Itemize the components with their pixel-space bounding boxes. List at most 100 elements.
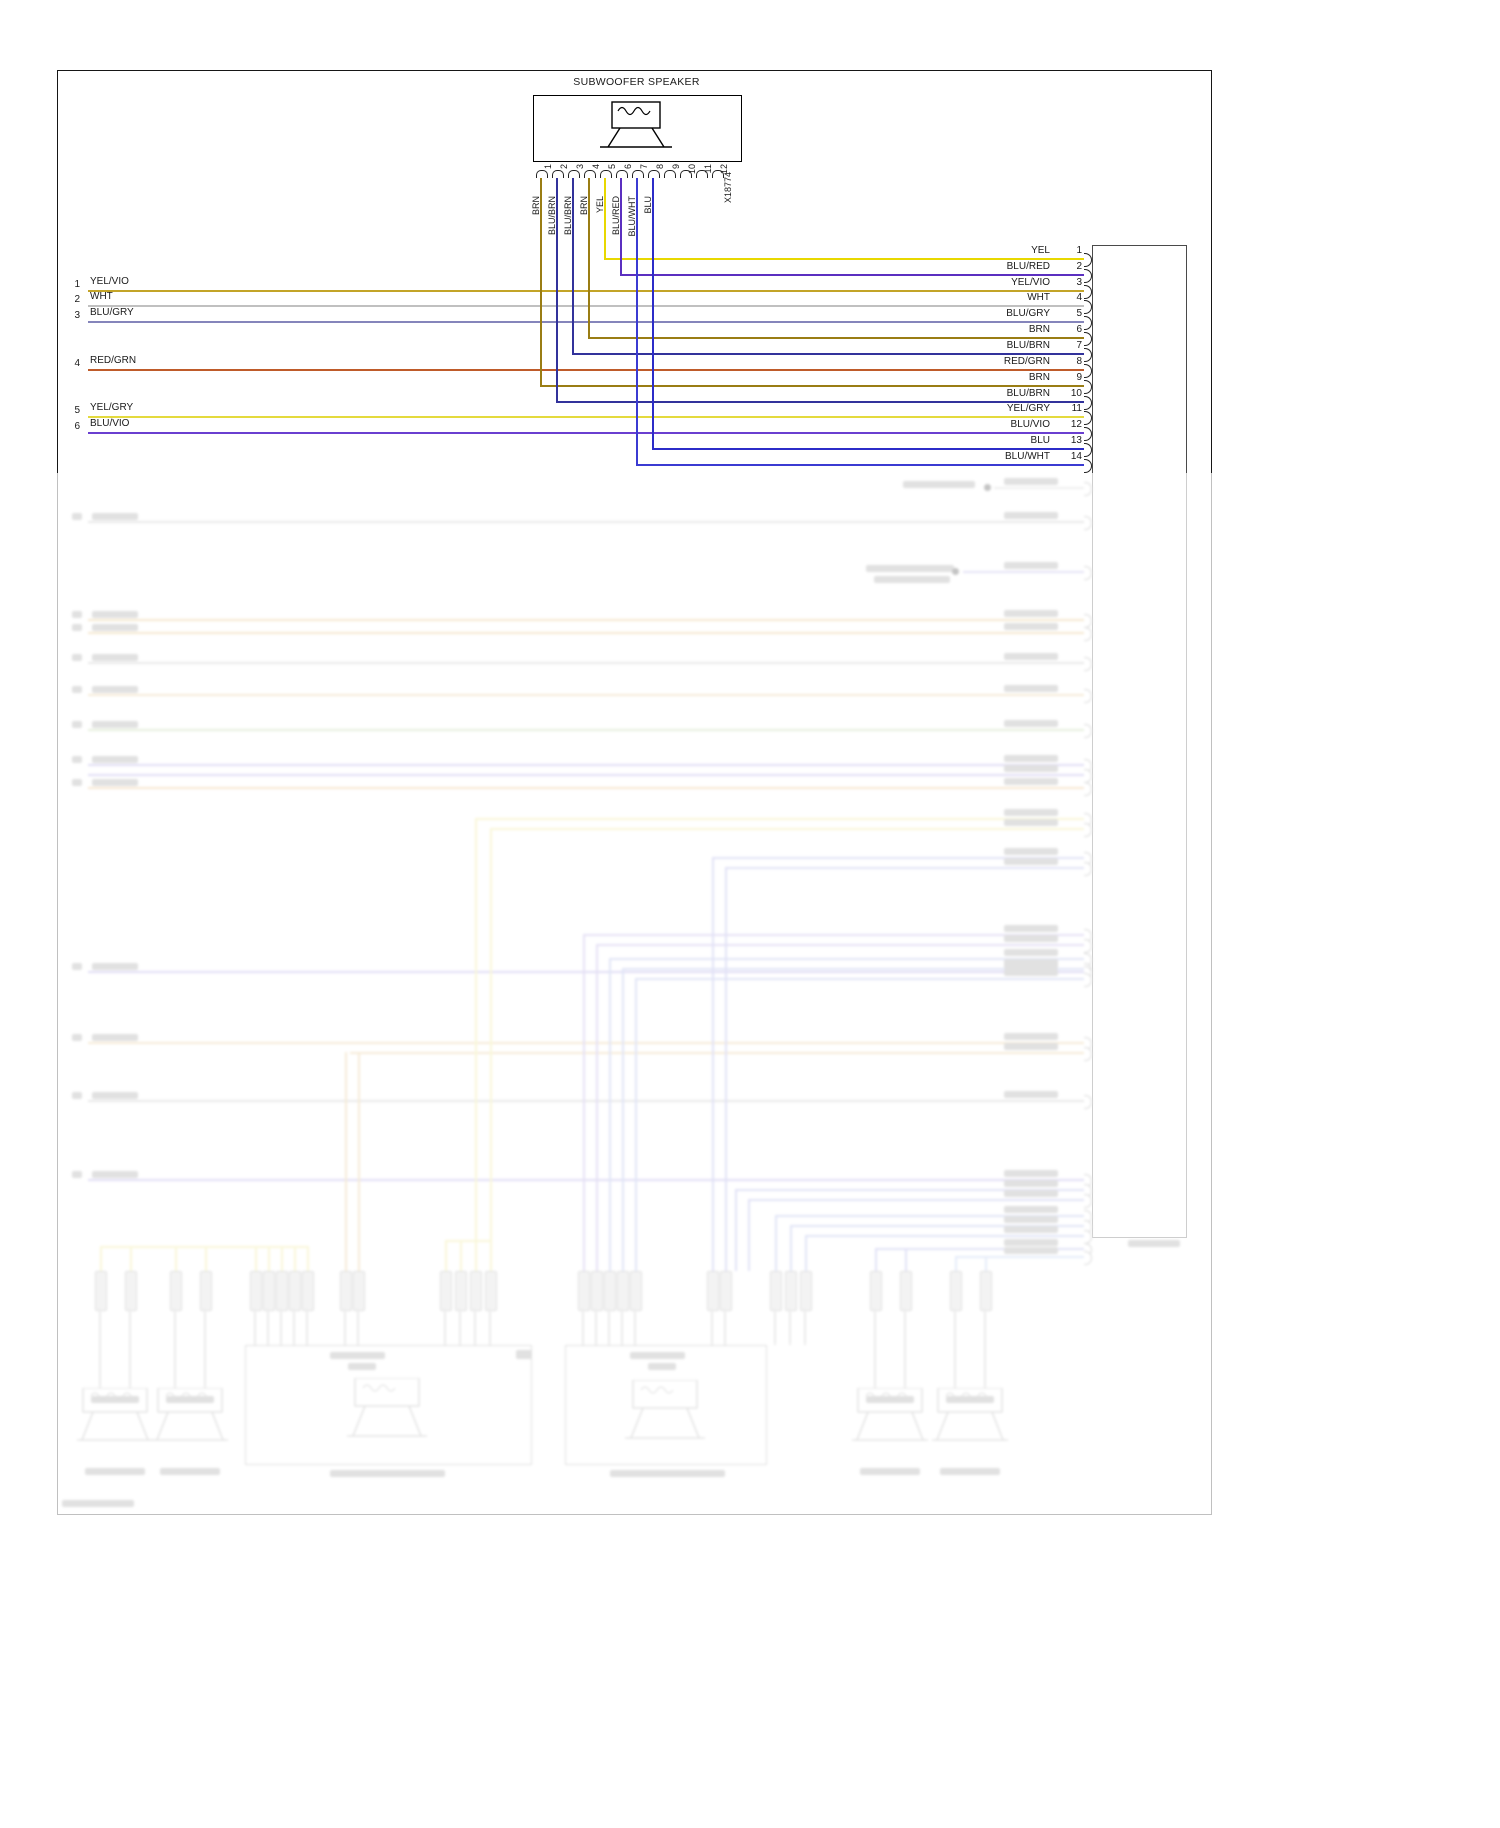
subwoofer-wire-brn: [588, 337, 1084, 339]
right-pin-wire-label: YEL: [1031, 245, 1050, 256]
subwoofer-pin-socket: [680, 170, 692, 178]
right-pin-number: 2: [1076, 261, 1082, 272]
subwoofer-pin-socket: [664, 170, 676, 178]
left-wire-blu-vio: [88, 432, 1084, 434]
right-pin-socket: [1084, 411, 1092, 425]
right-pin-wire-label: YEL/GRY: [1006, 403, 1050, 414]
subwoofer-wire-blu: [652, 448, 1084, 450]
subwoofer-wire-blu-brn: [572, 177, 574, 355]
subwoofer-speaker-title: SUBWOOFER SPEAKER: [573, 76, 700, 88]
left-wire-blu-gry: [88, 321, 1084, 323]
subwoofer-pin-socket: [568, 170, 580, 178]
left-wire-yel-vio: [88, 290, 1084, 292]
subwoofer-wire-blu-brn: [556, 401, 1084, 403]
subwoofer-pin-number: 5: [607, 164, 617, 170]
subwoofer-wire-blu-brn: [556, 177, 558, 403]
left-wire-red-grn: [88, 369, 1084, 371]
left-wire-number: 6: [74, 421, 80, 432]
right-pin-number: 7: [1076, 340, 1082, 351]
subwoofer-pin-socket: [696, 170, 708, 178]
right-pin-number: 1: [1076, 245, 1082, 256]
right-pin-wire-label: BLU: [1030, 435, 1050, 446]
subwoofer-pin-number: 1: [543, 164, 553, 170]
subwoofer-wire-brn: [540, 385, 1084, 387]
right-pin-socket: [1084, 443, 1092, 457]
right-pin-socket: [1084, 396, 1092, 410]
right-pin-number: 11: [1071, 403, 1082, 414]
subwoofer-wire-yel: [604, 258, 1084, 260]
left-wire-number: 3: [74, 310, 80, 321]
subwoofer-wire-color-label: YEL: [595, 196, 605, 214]
left-wire-number: 4: [74, 358, 80, 369]
right-pin-wire-label: WHT: [1027, 292, 1050, 303]
subwoofer-wire-blu-wht: [636, 464, 1084, 466]
right-pin-number: 5: [1076, 308, 1082, 319]
left-wire-number: 1: [74, 279, 80, 290]
left-wire-yel-gry: [88, 416, 1084, 418]
right-pin-wire-label: BRN: [1028, 324, 1050, 335]
subwoofer-wire-blu-red: [620, 274, 1084, 276]
right-pin-number: 14: [1070, 451, 1082, 462]
subwoofer-speaker-symbol: [533, 95, 742, 162]
subwoofer-wire-color-label: BRN: [531, 196, 541, 216]
subwoofer-pin-socket: [632, 170, 644, 178]
right-pin-wire-label: BRN: [1028, 372, 1050, 383]
subwoofer-pin-socket: [552, 170, 564, 178]
subwoofer-pin-number: 8: [655, 164, 665, 170]
subwoofer-pin-number: 2: [559, 164, 569, 170]
subwoofer-pin-number: 4: [591, 164, 601, 170]
right-pin-wire-label: BLU/BRN: [1006, 340, 1050, 351]
right-pin-number: 6: [1076, 324, 1082, 335]
right-pin-socket: [1084, 380, 1092, 394]
subwoofer-wire-blu-brn: [572, 353, 1084, 355]
left-wire-label: WHT: [90, 291, 113, 302]
right-pin-number: 8: [1076, 356, 1082, 367]
right-pin-number: 9: [1076, 372, 1082, 383]
right-pin-number: 3: [1076, 277, 1082, 288]
left-wire-label: YEL/VIO: [90, 276, 129, 287]
subwoofer-pin-socket: [600, 170, 612, 178]
subwoofer-pin-socket: [536, 170, 548, 178]
subwoofer-wire-brn: [588, 177, 590, 339]
right-pin-wire-label: BLU/RED: [1006, 261, 1050, 272]
subwoofer-pin-number: 3: [575, 164, 585, 170]
subwoofer-wire-blu-wht: [636, 177, 638, 466]
right-pin-number: 12: [1070, 419, 1082, 430]
left-wire-wht: [88, 305, 1084, 307]
right-pin-wire-label: BLU/WHT: [1005, 451, 1050, 462]
right-pin-wire-label: BLU/BRN: [1006, 388, 1050, 399]
subwoofer-wire-blu-red: [620, 177, 622, 276]
speaker-icon: [600, 101, 672, 148]
subwoofer-wire-blu: [652, 177, 654, 450]
right-pin-socket: [1084, 427, 1092, 441]
subwoofer-pin-socket: [648, 170, 660, 178]
subwoofer-pin-socket: [616, 170, 628, 178]
subwoofer-wire-brn: [540, 177, 542, 387]
right-pin-wire-label: BLU/VIO: [1010, 419, 1050, 430]
subwoofer-pin-number: 7: [639, 164, 649, 170]
right-pin-wire-label: BLU/GRY: [1006, 308, 1050, 319]
right-pin-socket: [1084, 316, 1092, 330]
right-pin-socket: [1084, 253, 1092, 267]
subwoofer-pin-socket: [712, 170, 724, 178]
subwoofer-pin-socket: [584, 170, 596, 178]
right-pin-wire-label: RED/GRN: [1003, 356, 1050, 367]
subwoofer-wire-color-label: BLU/BRN: [547, 196, 557, 236]
subwoofer-wire-color-label: BLU/WHT: [627, 196, 637, 237]
subwoofer-wire-color-label: BLU: [643, 196, 653, 214]
right-pin-socket: [1084, 285, 1092, 299]
subwoofer-wire-color-label: BLU/BRN: [563, 196, 573, 236]
right-pin-socket: [1084, 459, 1092, 473]
left-wire-number: 5: [74, 405, 80, 416]
subwoofer-pin-number: 12: [719, 164, 729, 175]
right-pin-socket: [1084, 364, 1092, 378]
subwoofer-wire-color-label: BRN: [579, 196, 589, 216]
subwoofer-pin-number: 9: [671, 164, 681, 170]
right-pin-socket: [1084, 269, 1092, 283]
right-pin-number: 10: [1070, 388, 1082, 399]
left-wire-label: BLU/GRY: [90, 307, 134, 318]
left-wire-label: RED/GRN: [90, 355, 137, 366]
right-pin-socket: [1084, 332, 1092, 346]
subwoofer-wire-color-label: BLU/RED: [611, 196, 621, 236]
